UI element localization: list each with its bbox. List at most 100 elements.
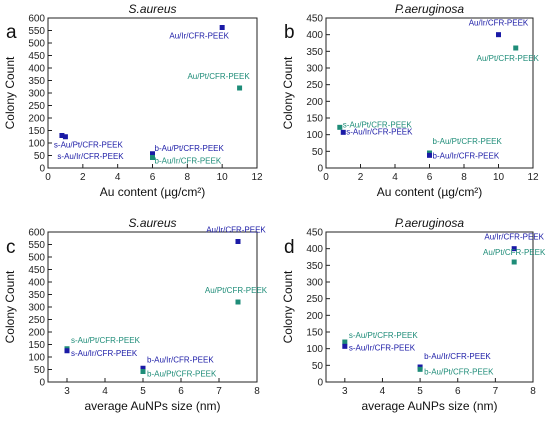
y-tick-label: 50 [34,365,46,376]
point-au-ir-cfr-peek [235,239,241,244]
x-tick-label: 6 [178,386,184,397]
x-tick-label: 0 [323,172,329,183]
y-axis-label: Colony Count [3,56,17,129]
point-b-au-pt-cfr-peek [150,151,155,157]
point-s-au-pt-cfr-peek [59,133,65,138]
x-axis-label: Au content (µg/cm²) [100,185,206,199]
point-label-s-au-ir-cfr-peek: s-Au/Ir/CFR-PEEK [346,127,413,136]
y-tick-label: 100 [306,130,323,141]
point-label-s-au-ir-cfr-peek: s-Au/Ir/CFR-PEEK [57,152,124,161]
x-tick-label: 8 [461,172,467,183]
point-au-ir-cfr-peek [219,25,225,30]
point-label-b-au-pt-cfr-peek: b-Au/Pt/CFR-PEEK [424,367,494,376]
point-label-au-ir-cfr-peek: Au/Ir/CFR-PEEK [206,226,266,235]
x-tick-label: 5 [417,386,423,397]
panel-title: S.aureus [128,216,176,230]
point-label-b-au-pt-cfr-peek: b-Au/Pt/CFR-PEEK [433,137,503,146]
x-tick-label: 6 [455,386,461,397]
y-tick-label: 300 [28,303,45,314]
y-tick-label: 350 [306,47,323,58]
y-tick-label: 150 [28,340,45,351]
panel-letter: a [6,22,17,43]
point-label-s-au-ir-cfr-peek: s-Au/Ir/CFR-PEEK [349,343,416,352]
y-tick-label: 50 [34,151,46,162]
point-au-pt-cfr-peek [237,85,243,91]
panel-letter: b [284,22,295,43]
x-tick-label: 6 [427,172,433,183]
panel-letter: c [6,237,16,258]
y-tick-label: 150 [28,126,45,137]
y-tick-label: 400 [306,30,323,41]
x-tick-label: 10 [493,172,505,183]
y-tick-label: 50 [312,361,324,372]
y-tick-label: 400 [28,278,45,289]
plot-frame [325,17,534,169]
point-label-b-au-ir-cfr-peek: b-Au/Ir/CFR-PEEK [147,355,214,364]
x-tick-label: 5 [140,386,146,397]
y-tick-label: 300 [306,278,323,289]
y-tick-label: 550 [28,240,45,251]
x-tick-label: 8 [530,386,536,397]
point-b-au-pt-cfr-peek [417,366,423,372]
y-tick-label: 400 [28,64,45,75]
y-tick-label: 300 [28,89,45,100]
point-s-au-pt-cfr-peek [342,339,348,345]
x-axis-label: Au content (µg/cm²) [377,185,483,199]
point-label-b-au-ir-cfr-peek: b-Au/Ir/CFR-PEEK [155,157,222,166]
y-tick-label: 250 [28,315,45,326]
panel-title: P.aeruginosa [395,2,464,16]
x-tick-label: 7 [216,386,222,397]
y-tick-label: 150 [306,328,323,339]
y-tick-label: 0 [317,164,323,175]
x-tick-label: 4 [102,386,108,397]
y-tick-label: 200 [28,328,45,339]
x-tick-label: 4 [115,172,121,183]
point-label-s-au-pt-cfr-peek: s-Au/Pt/CFR-PEEK [343,120,413,129]
y-tick-label: 150 [306,114,323,125]
panel-letter: d [284,237,295,258]
point-label-au-pt-cfr-peek: Au/Pt/CFR-PEEK [205,286,268,295]
y-tick-label: 200 [306,311,323,322]
y-tick-label: 500 [28,253,45,264]
x-tick-label: 2 [358,172,364,183]
point-s-au-ir-cfr-peek [342,343,348,349]
point-label-b-au-ir-cfr-peek: b-Au/Ir/CFR-PEEK [424,352,491,361]
y-axis-label: Colony Count [281,270,295,343]
y-tick-label: 300 [306,64,323,75]
point-au-pt-cfr-peek [513,45,519,51]
point-au-ir-cfr-peek [511,246,517,252]
y-axis-label: Colony Count [3,270,17,343]
x-tick-label: 8 [185,172,191,183]
x-tick-label: 0 [45,172,51,183]
y-tick-label: 0 [39,164,45,175]
panel-title: P.aeruginosa [395,216,464,230]
point-label-au-ir-cfr-peek: Au/Ir/CFR-PEEK [169,32,229,41]
x-tick-label: 8 [254,386,260,397]
x-tick-label: 3 [64,386,70,397]
point-label-au-ir-cfr-peek: Au/Ir/CFR-PEEK [484,233,544,242]
point-b-au-pt-cfr-peek [140,369,146,374]
point-label-s-au-ir-cfr-peek: s-Au/Ir/CFR-PEEK [71,349,138,358]
y-tick-label: 450 [306,228,323,239]
y-tick-label: 250 [28,101,45,112]
point-au-pt-cfr-peek [511,259,517,265]
x-tick-label: 4 [392,172,398,183]
point-label-b-au-pt-cfr-peek: b-Au/Pt/CFR-PEEK [147,370,217,379]
y-tick-label: 450 [28,51,45,62]
point-label-au-pt-cfr-peek: Au/Pt/CFR-PEEK [477,54,540,63]
y-tick-label: 400 [306,244,323,255]
x-tick-label: 6 [150,172,156,183]
x-tick-label: 4 [380,386,386,397]
point-label-b-au-pt-cfr-peek: b-Au/Pt/CFR-PEEK [155,144,225,153]
point-label-au-ir-cfr-peek: Au/Ir/CFR-PEEK [469,19,529,28]
point-b-au-ir-cfr-peek [427,152,432,158]
point-au-pt-cfr-peek [235,299,241,305]
point-s-au-ir-cfr-peek [340,129,346,135]
y-tick-label: 500 [28,39,45,50]
point-au-ir-cfr-peek [496,32,501,38]
x-tick-label: 3 [342,386,348,397]
panel-d: d P.aeruginosa 3 4 5 6 7 8 0 50 100 150 200 250 300 350… [281,216,546,413]
